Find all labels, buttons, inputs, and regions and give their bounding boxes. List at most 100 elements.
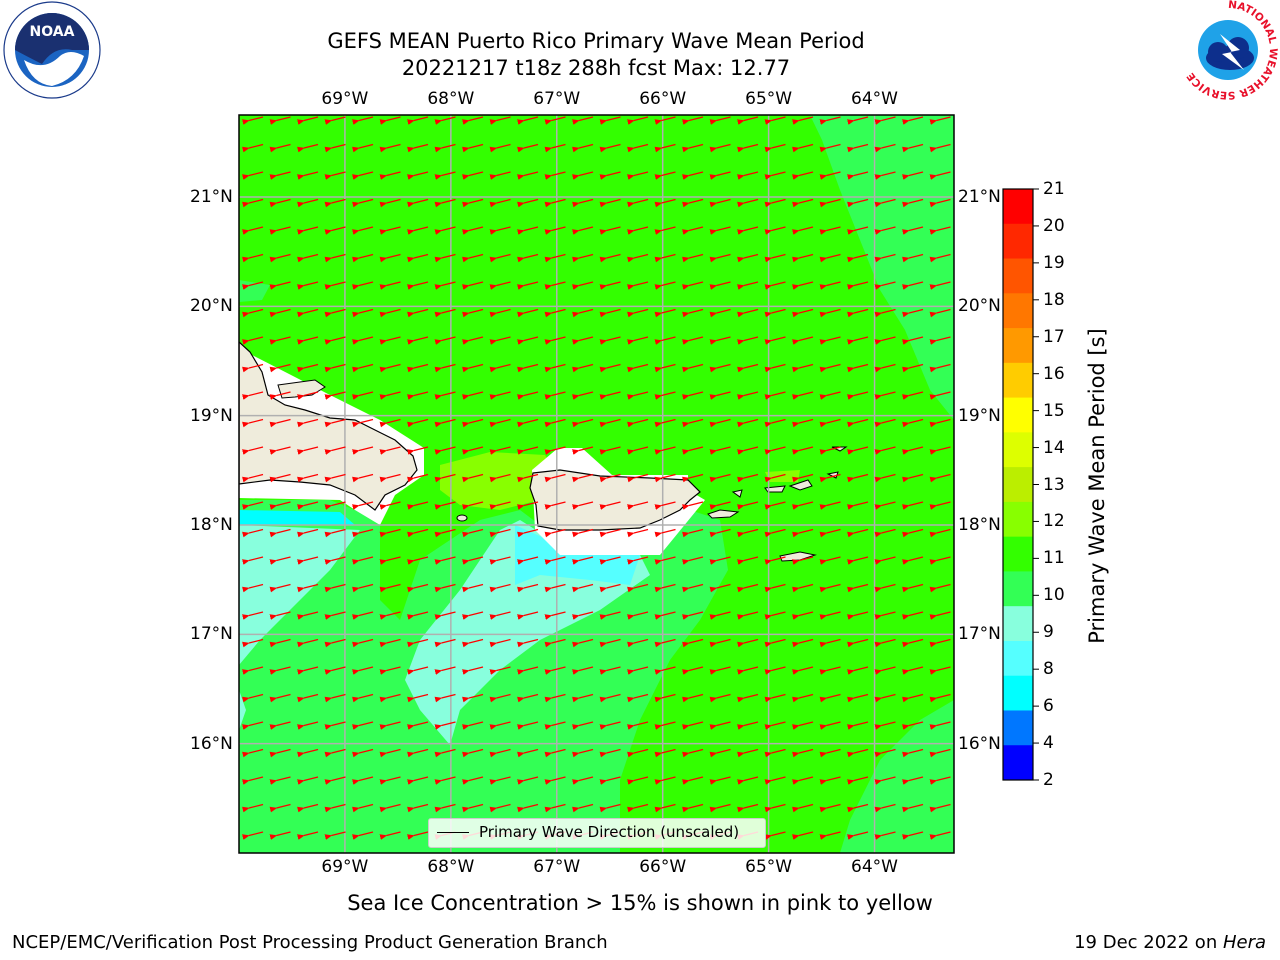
wave-arrow: [517, 418, 539, 428]
wave-arrow: [737, 143, 759, 153]
wave-arrow: [379, 143, 401, 153]
wave-arrow: [434, 143, 456, 153]
wave-arrow: [572, 143, 594, 153]
land-mona: [456, 514, 468, 522]
wave-arrow: [819, 721, 841, 730]
wave-arrow: [792, 308, 814, 318]
wave-arrow: [269, 611, 291, 620]
wave-arrow: [709, 583, 731, 593]
wave-arrow: [792, 253, 814, 263]
wave-arrow: [242, 776, 264, 785]
wave-arrow: [709, 281, 731, 290]
wave-arrow: [599, 666, 621, 675]
wave-arrow: [929, 336, 951, 345]
colorbar-tick-16: 2: [1043, 770, 1054, 790]
wave-arrow: [792, 391, 814, 400]
wave-arrow: [902, 556, 924, 565]
wave-arrow: [709, 308, 731, 318]
wave-arrow: [517, 721, 539, 730]
wave-arrow: [764, 666, 786, 675]
wave-arrow: [242, 226, 264, 235]
lon-tick-top-0: 69°W: [321, 89, 369, 109]
wave-arrow: [379, 501, 401, 510]
wave-arrow: [682, 638, 704, 648]
wave-arrow: [297, 803, 319, 813]
wave-arrow: [627, 528, 649, 538]
wave-arrow: [654, 473, 676, 483]
wave-arrow: [379, 253, 401, 263]
lat-tick-left-2: 19°N: [190, 405, 233, 426]
wave-arrow: [902, 391, 924, 400]
wave-arrow: [599, 473, 621, 483]
wave-arrow: [297, 693, 319, 703]
wave-arrow: [929, 226, 951, 235]
wave-arrow: [737, 803, 759, 813]
wave-arrow: [572, 528, 594, 538]
wave-arrow: [572, 776, 594, 785]
wave-arrow: [379, 693, 401, 703]
wave-arrow: [709, 666, 731, 675]
legend: Primary Wave Direction (unscaled): [428, 818, 766, 848]
wave-arrow: [847, 116, 869, 125]
wave-arrow: [819, 693, 841, 703]
wave-arrow: [599, 363, 621, 373]
wave-arrow: [654, 528, 676, 538]
wave-arrow: [599, 253, 621, 263]
wave-arrow: [324, 748, 346, 758]
wave-arrow: [352, 776, 374, 785]
wave-arrow: [792, 446, 814, 455]
wave-arrow: [517, 693, 539, 703]
wave-arrow: [847, 198, 869, 208]
wave-arrow: [324, 198, 346, 208]
wave-arrow: [599, 721, 621, 730]
wave-arrow: [874, 693, 896, 703]
wave-arrow: [517, 776, 539, 785]
wave-arrow: [599, 583, 621, 593]
gridlines: [239, 115, 954, 853]
wave-arrow: [242, 501, 264, 510]
wave-arrow: [737, 363, 759, 373]
wave-arrow: [379, 776, 401, 785]
wave-arrow: [544, 666, 566, 675]
wave-arrow: [269, 583, 291, 593]
wave-arrow: [792, 336, 814, 345]
wave-arrow: [627, 336, 649, 345]
wave-arrow: [352, 501, 374, 510]
wave-arrow: [847, 528, 869, 538]
wave-arrow: [709, 446, 731, 455]
wave-arrow: [242, 281, 264, 290]
wave-arrow: [819, 363, 841, 373]
wave-arrow: [434, 308, 456, 318]
wave-arrow: [324, 776, 346, 785]
wave-arrow: [627, 171, 649, 180]
wave-arrow: [929, 253, 951, 263]
wave-arrow: [489, 473, 511, 483]
wave-arrow: [462, 721, 484, 730]
colorbar-tick-6: 15: [1043, 400, 1065, 421]
wave-arrow: [489, 638, 511, 648]
wave-arrow: [489, 666, 511, 675]
wave-arrow: [269, 473, 291, 483]
wave-arrow: [324, 446, 346, 455]
wave-arrow: [654, 693, 676, 703]
wave-arrow: [874, 666, 896, 675]
land-st-thomas: [764, 485, 786, 493]
wave-arrow: [682, 446, 704, 455]
wave-arrow: [324, 336, 346, 345]
wave-arrow: [517, 226, 539, 235]
wave-arrow: [764, 446, 786, 455]
wave-arrow: [352, 611, 374, 620]
wave-arrow: [819, 116, 841, 125]
wave-arrow: [324, 583, 346, 593]
footer-date-text: 19 Dec 2022 on: [1074, 932, 1223, 953]
wave-arrow: [544, 281, 566, 290]
map-frame: [238, 114, 955, 854]
wave-arrow: [544, 418, 566, 428]
wave-arrow: [379, 198, 401, 208]
wave-arrow: [462, 116, 484, 125]
wave-arrow: [379, 446, 401, 455]
wave-arrow: [847, 693, 869, 703]
wave-arrow: [434, 583, 456, 593]
wave-arrow: [324, 473, 346, 483]
wave-arrow: [599, 116, 621, 125]
